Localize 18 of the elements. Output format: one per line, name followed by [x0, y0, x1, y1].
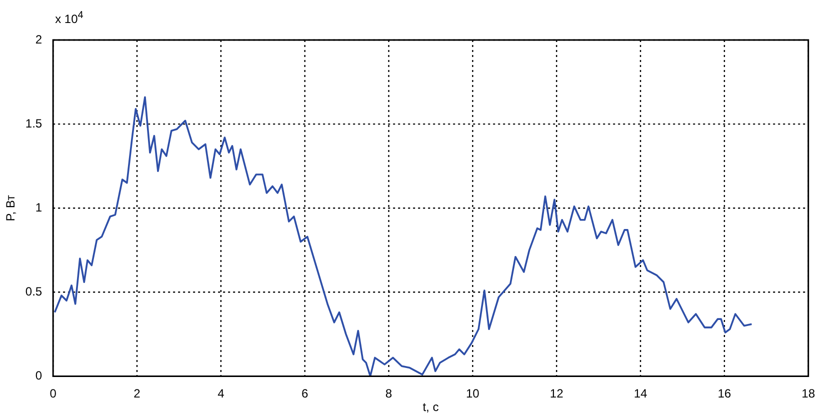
y-tick-label: 0 [35, 368, 42, 383]
x-tick-label: 16 [718, 386, 732, 401]
x-tick-label: 4 [218, 386, 225, 401]
x-tick-label: 18 [802, 386, 816, 401]
x-tick-label: 0 [50, 386, 57, 401]
y-tick-label: 2 [35, 32, 42, 46]
x-tick-label: 8 [385, 386, 392, 401]
x-tick-label: 6 [301, 386, 308, 401]
y-tick-label: 1.5 [25, 116, 42, 130]
y-axis-title: P, Вт [4, 194, 18, 222]
x-tick-label: 10 [466, 386, 480, 401]
y-tick-label: 0.5 [25, 284, 42, 298]
x-tick-label: 12 [550, 386, 564, 401]
y-tick-label: 1 [35, 200, 42, 214]
x-tick-label: 2 [134, 386, 141, 401]
text: x 10$^{4}$ [55, 10, 84, 26]
x-tick-label: 14 [634, 386, 648, 401]
x-axis-title: t, c [422, 400, 439, 414]
